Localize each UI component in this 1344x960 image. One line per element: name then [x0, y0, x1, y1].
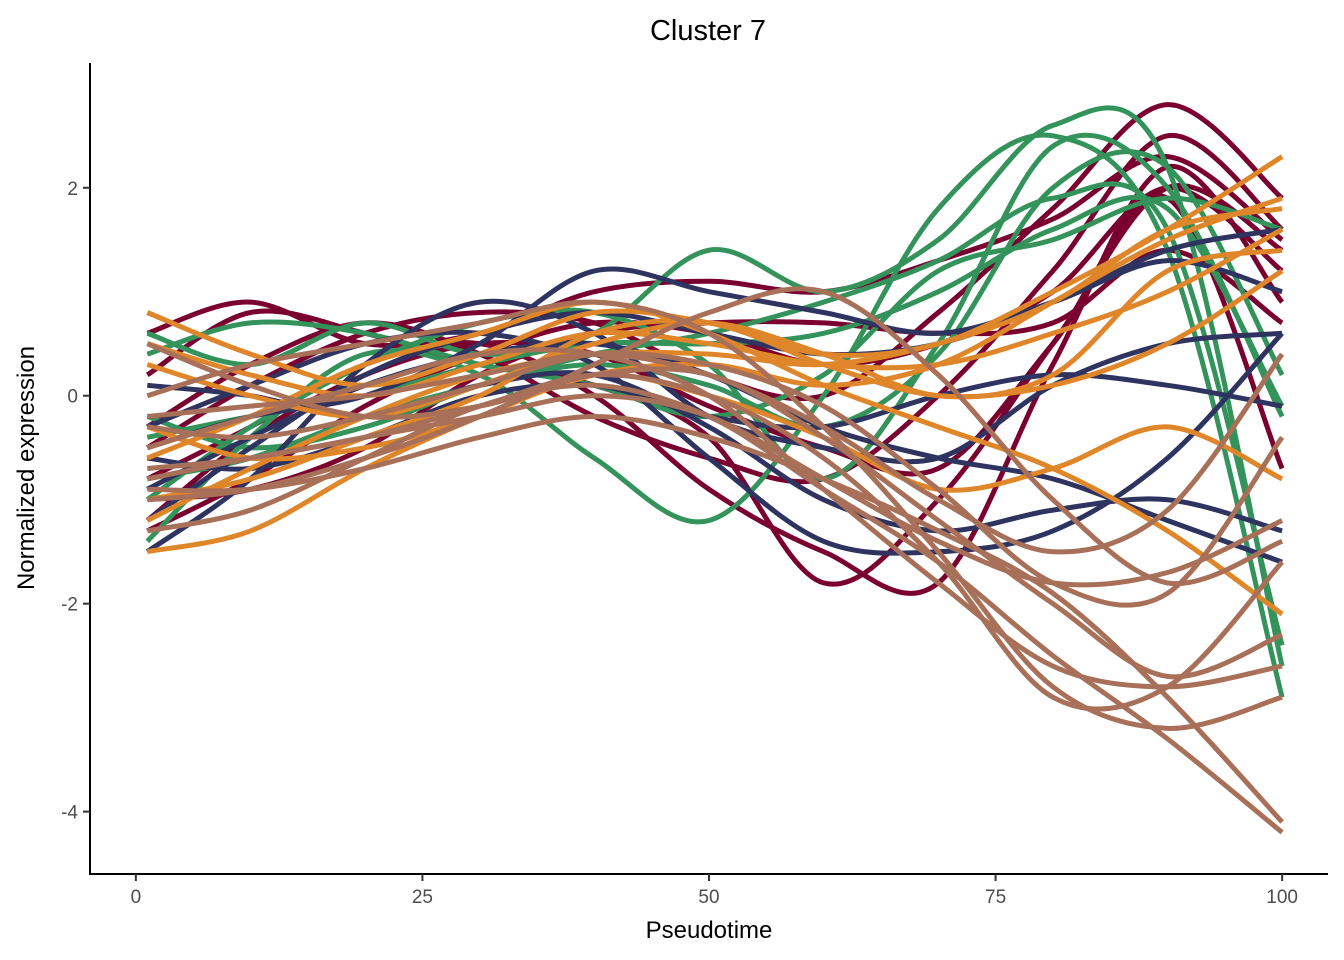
series-line-36 — [147, 286, 1284, 587]
plot-series — [145, 102, 1285, 835]
series-line-14 — [146, 181, 1285, 646]
series-line-22 — [146, 329, 1284, 556]
x-tick-label: 100 — [1266, 887, 1298, 908]
x-tick-label: 50 — [698, 887, 719, 908]
series-line-13 — [146, 195, 1283, 420]
series-line-27 — [146, 268, 1284, 503]
x-tick-label: 0 — [131, 887, 142, 908]
y-axis-ticks: -4 -2 0 2 — [61, 179, 90, 824]
x-axis-ticks: 0 25 50 75 100 — [131, 874, 1298, 908]
series-line-29 — [146, 206, 1283, 523]
y-tick-label: 0 — [67, 387, 78, 408]
series-line-10 — [145, 132, 1285, 698]
y-axis-label: Normalized expression — [13, 346, 40, 590]
series-line-40 — [147, 351, 1285, 555]
series-line-39 — [146, 372, 1284, 712]
series-line-31 — [147, 414, 1284, 824]
chart-title: Cluster 7 — [650, 15, 766, 47]
x-tick-label: 25 — [412, 887, 433, 908]
x-axis-label: Pseudotime — [646, 917, 773, 944]
series-line-38 — [147, 350, 1285, 608]
x-tick-label: 75 — [985, 887, 1006, 908]
y-tick-label: -4 — [61, 803, 78, 824]
y-tick-label: -2 — [61, 595, 78, 616]
y-tick-label: 2 — [67, 179, 78, 200]
